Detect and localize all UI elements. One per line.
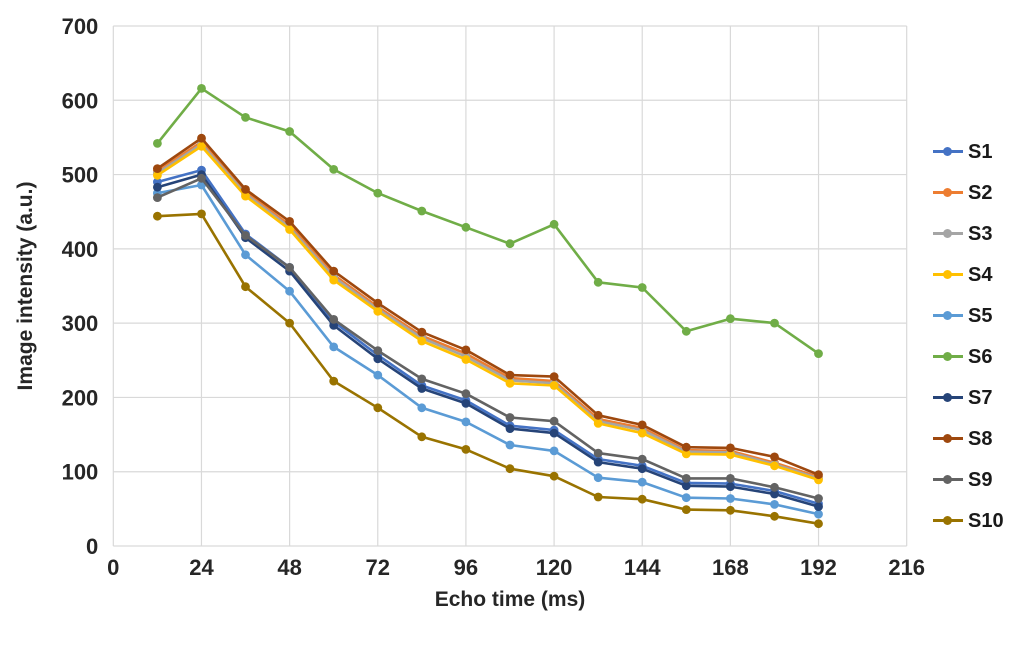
svg-text:216: 216 [888,555,925,580]
legend-label: S6 [968,345,993,368]
legend-marker-icon [933,310,963,321]
svg-text:200: 200 [62,385,99,410]
legend-item-s8: S8 [933,418,1004,459]
legend-label: S4 [968,263,993,286]
legend-label: S5 [968,304,993,327]
legend-marker-icon [933,433,963,444]
svg-text:72: 72 [366,555,390,580]
svg-text:0: 0 [107,555,119,580]
chart-legend: S1 S2 S3 S4 S5 S6 S7 S8 [933,131,1004,541]
svg-text:192: 192 [800,555,837,580]
legend-label: S1 [968,140,993,163]
legend-marker-icon [933,146,963,157]
svg-text:600: 600 [62,88,99,113]
svg-text:100: 100 [62,460,99,485]
x-axis-title: Echo time (ms) [434,588,586,611]
legend-item-s2: S2 [933,172,1004,213]
svg-text:96: 96 [454,555,478,580]
svg-text:120: 120 [536,555,573,580]
legend-item-s9: S9 [933,459,1004,500]
svg-text:48: 48 [277,555,301,580]
legend-marker-icon [933,515,963,526]
legend-marker-icon [933,392,963,403]
legend-item-s4: S4 [933,254,1004,295]
legend-marker-icon [933,228,963,239]
legend-item-s10: S10 [933,500,1004,541]
legend-item-s6: S6 [933,336,1004,377]
legend-marker-icon [933,474,963,485]
legend-label: S8 [968,427,993,450]
svg-text:400: 400 [62,237,99,262]
legend-label: S9 [968,468,993,491]
svg-text:144: 144 [624,555,661,580]
svg-text:300: 300 [62,311,99,336]
legend-item-s7: S7 [933,377,1004,418]
legend-item-s5: S5 [933,295,1004,336]
legend-marker-icon [933,269,963,280]
legend-item-s1: S1 [933,131,1004,172]
y-axis-title: Image intensity (a.u.) [14,181,37,391]
legend-marker-icon [933,351,963,362]
legend-marker-icon [933,187,963,198]
svg-text:0: 0 [86,534,98,559]
legend-label: S2 [968,181,993,204]
svg-text:700: 700 [62,14,99,39]
legend-label: S10 [968,509,1004,532]
legend-label: S7 [968,386,993,409]
svg-text:500: 500 [62,163,99,188]
svg-text:168: 168 [712,555,749,580]
svg-text:24: 24 [189,555,214,580]
legend-item-s3: S3 [933,213,1004,254]
legend-label: S3 [968,222,993,245]
